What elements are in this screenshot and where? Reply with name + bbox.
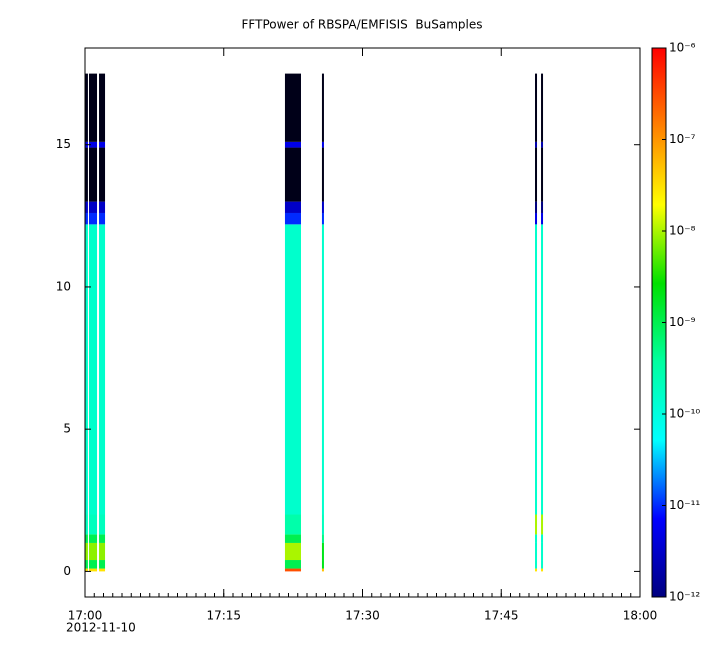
spectrogram-cell <box>321 212 324 225</box>
spectrogram-cell <box>284 141 301 148</box>
x-tick-label: 17:45 <box>484 609 519 623</box>
spectrogram-cell <box>99 534 106 543</box>
colorbar-tick-label: 10⁻⁶ <box>669 41 696 55</box>
spectrogram-cell <box>284 73 301 142</box>
spectrogram-cell <box>541 514 544 535</box>
spectrogram-cell <box>85 201 88 213</box>
spectrogram-cell <box>541 147 544 202</box>
spectrogram-cell <box>535 212 538 225</box>
spectrogram-cell <box>541 534 544 543</box>
y-tick-label: 5 <box>63 422 71 436</box>
spectrogram-cell <box>321 224 324 515</box>
spectrogram-cell <box>321 201 324 213</box>
x-tick-label: 17:00 <box>68 609 103 623</box>
spectrogram-cell <box>535 201 538 213</box>
spectrogram-cell <box>99 201 106 213</box>
spectrogram-cell <box>99 73 106 142</box>
spectrogram-cell <box>284 212 301 225</box>
spectrogram-cell <box>85 224 88 515</box>
spectrogram-cell <box>541 201 544 213</box>
spectrogram-cell <box>89 568 98 572</box>
spectrogram-cell <box>321 147 324 202</box>
spectrogram-cell <box>535 141 538 148</box>
spectrogram-cell <box>284 147 301 202</box>
spectrogram-cell <box>85 568 88 572</box>
spectrogram-cell <box>89 224 98 515</box>
spectrogram-cell <box>89 542 98 561</box>
spectrogram-cell <box>99 141 106 148</box>
spectrogram-cell <box>535 224 538 515</box>
spectrogram-cell <box>89 212 98 225</box>
spectrogram-cell <box>321 534 324 543</box>
spectrogram-cell <box>541 568 544 572</box>
spectrogram-cell <box>321 514 324 535</box>
spectrogram-cell <box>541 73 544 142</box>
spectrogram-cell <box>535 73 538 142</box>
spectrogram-cell <box>89 147 98 202</box>
spectrogram-cell <box>541 560 544 569</box>
spectrogram-cell <box>99 212 106 225</box>
spectrogram-cell <box>284 560 301 569</box>
spectrogram-cell <box>321 568 324 572</box>
colorbar-tick-label: 10⁻¹⁰ <box>669 407 700 421</box>
spectrogram-cell <box>85 147 88 202</box>
spectrogram-cell <box>535 534 538 543</box>
spectrogram-cell <box>284 201 301 213</box>
date-label: 2012-11-10 <box>66 621 136 635</box>
spectrogram-cell <box>541 542 544 561</box>
spectrogram-cell <box>99 514 106 535</box>
spectrogram-cell <box>541 224 544 515</box>
y-tick-label: 10 <box>56 279 71 293</box>
spectrogram-cell <box>535 542 538 561</box>
x-tick-label: 17:30 <box>345 609 380 623</box>
colorbar-tick-label: 10⁻⁷ <box>669 132 696 146</box>
spectrogram-cell <box>541 212 544 225</box>
spectrogram-cell <box>284 514 301 535</box>
colorbar-tick-label: 10⁻⁸ <box>669 224 696 238</box>
spectrogram-cell <box>99 568 106 572</box>
spectrogram-cell <box>85 560 88 569</box>
spectrogram-cell <box>321 542 324 561</box>
spectrogram-cell <box>85 534 88 543</box>
spectrogram-cell <box>284 534 301 543</box>
colorbar-tick-label: 10⁻¹² <box>669 590 700 604</box>
spectrogram-cell <box>284 542 301 561</box>
colorbar-tick-label: 10⁻⁹ <box>669 315 696 329</box>
spectrogram-cell <box>321 73 324 142</box>
spectrogram-cell <box>535 147 538 202</box>
spectrogram-cell <box>89 201 98 213</box>
spectrogram-cell <box>541 141 544 148</box>
plot-frame <box>84 47 641 598</box>
spectrogram-cell <box>99 560 106 569</box>
chart-title: FFTPower of RBSPA/EMFISIS BuSamples <box>242 18 483 32</box>
spectrogram-cell <box>535 514 538 535</box>
y-tick-label: 0 <box>63 564 71 578</box>
spectrogram-cell <box>85 73 88 142</box>
y-tick-label: 15 <box>56 137 71 151</box>
colorbar-tick-label: 10⁻¹¹ <box>669 498 700 512</box>
spectrogram-cell <box>99 542 106 561</box>
spectrogram-cell <box>89 73 98 142</box>
spectrogram-cell <box>85 514 88 535</box>
spectrogram-cell <box>321 141 324 148</box>
spectrogram-cell <box>89 534 98 543</box>
spectrogram-cell <box>535 568 538 572</box>
spectrogram-cell <box>89 514 98 535</box>
spectrogram-cell <box>535 560 538 569</box>
x-tick-label: 18:00 <box>623 609 658 623</box>
x-tick-label: 17:15 <box>206 609 241 623</box>
spectrogram-cell <box>85 212 88 225</box>
spectrogram-cell <box>284 568 301 572</box>
spectrogram-cell <box>284 224 301 515</box>
spectrogram-cell <box>85 542 88 561</box>
spectrogram-cell <box>321 560 324 569</box>
spectrogram-cell <box>89 560 98 569</box>
spectrogram-cell <box>89 141 98 148</box>
spectrogram-cell <box>99 224 106 515</box>
spectrogram-cell <box>99 147 106 202</box>
